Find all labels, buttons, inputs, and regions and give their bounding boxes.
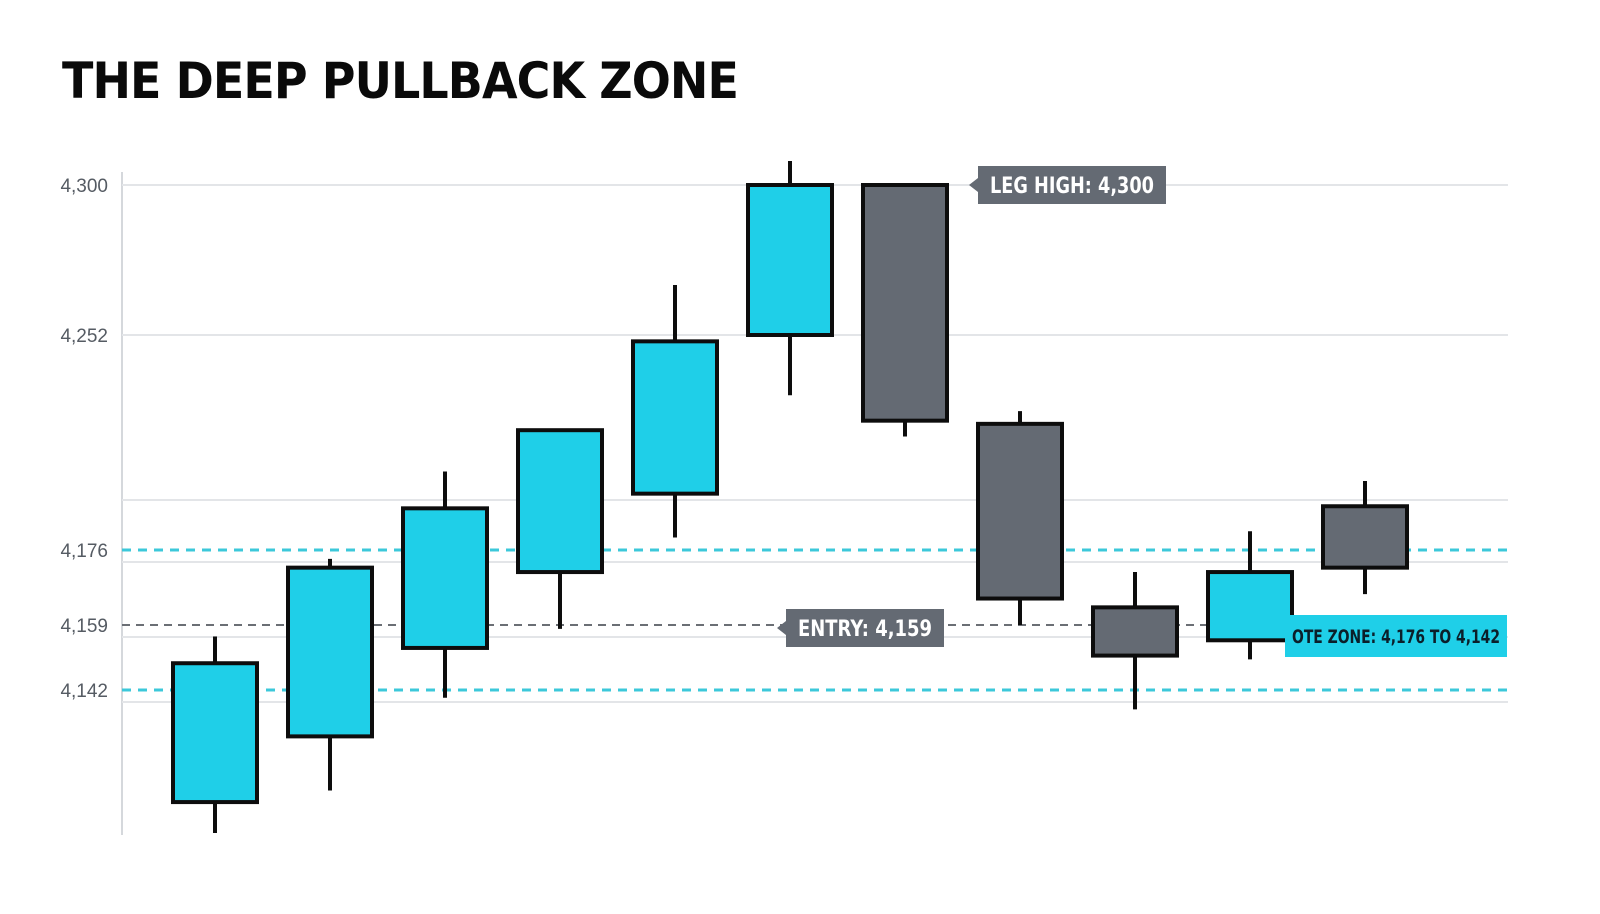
candle-body	[1321, 504, 1409, 570]
candle	[1321, 480, 1409, 595]
candle	[861, 183, 949, 437]
y-tick-label: 4,142	[60, 681, 108, 702]
entry-callout: ENTRY: 4,159	[777, 609, 944, 647]
candle	[976, 411, 1064, 625]
entry-callout-text: ENTRY: 4,159	[798, 617, 932, 642]
ote-zone-label-text: OTE ZONE: 4,176 TO 4,142	[1292, 626, 1500, 648]
ote-zone-label-box	[1285, 615, 1507, 657]
candle-body	[1091, 605, 1179, 658]
y-tick-label: 4,159	[60, 616, 108, 637]
candle-body	[171, 661, 259, 805]
candle-body	[861, 183, 949, 423]
candle-body	[631, 339, 719, 496]
candle-body	[401, 506, 489, 650]
candle	[401, 471, 489, 698]
candle	[171, 636, 259, 833]
candle	[1091, 572, 1179, 710]
leg-high-callout-text: LEG HIGH: 4,300	[990, 174, 1154, 199]
candles	[171, 161, 1409, 833]
candle	[516, 428, 604, 629]
entry-callout-box	[777, 609, 944, 647]
annotations: LEG HIGH: 4,300 ENTRY: 4,159 OTE ZONE: 4,1…	[777, 166, 1507, 657]
y-tick-label: 4,300	[60, 176, 108, 197]
ote-zone-label: OTE ZONE: 4,176 TO 4,142	[1285, 615, 1507, 657]
candle-body	[746, 183, 834, 337]
y-tick-label: 4,252	[60, 326, 108, 347]
candle	[746, 161, 834, 396]
y-tick-label: 4,176	[60, 541, 108, 562]
candle	[1206, 531, 1294, 660]
candle-body	[286, 565, 374, 739]
leg-high-callout-box	[969, 166, 1166, 204]
candle-body	[516, 428, 604, 575]
leg-high-callout: LEG HIGH: 4,300	[969, 166, 1166, 204]
candle-body	[976, 421, 1064, 601]
candle	[631, 285, 719, 538]
candle-body	[1206, 570, 1294, 643]
candle	[286, 558, 374, 791]
chart-title: THE DEEP PULLBACK ZONE	[62, 52, 739, 110]
